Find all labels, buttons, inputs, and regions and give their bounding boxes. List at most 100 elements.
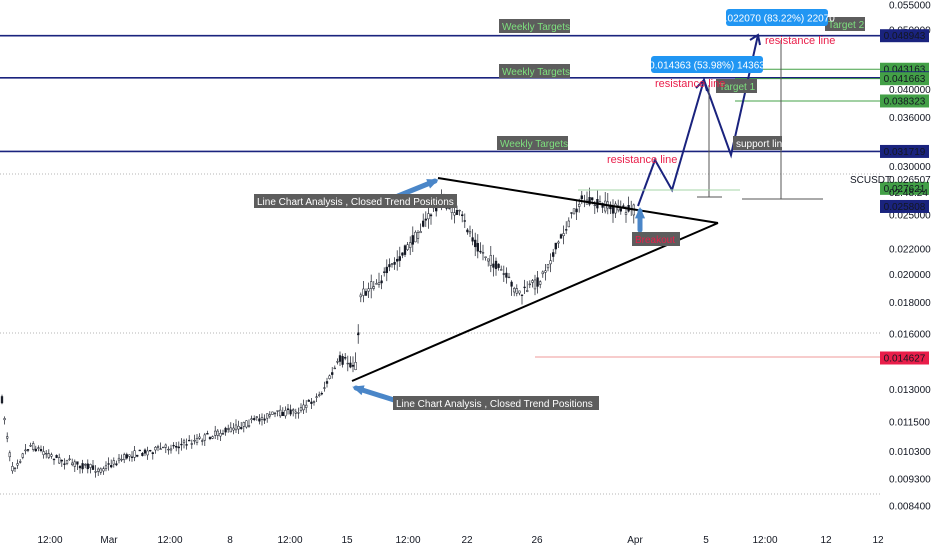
candle-body	[622, 205, 625, 207]
line-chart-analysis-2-box	[393, 396, 599, 410]
candle-body	[526, 290, 529, 292]
candle-body	[13, 467, 17, 470]
candle-body	[286, 408, 290, 410]
measure-box-1-text: 0.014363 (53.98%) 14363	[649, 61, 765, 72]
candle-body	[39, 449, 43, 451]
target-1-label: Target 1	[716, 79, 757, 93]
candle-body	[484, 256, 487, 258]
candle-body	[219, 432, 222, 437]
time-tick-label: 12:00	[395, 535, 420, 546]
candle-body	[375, 283, 378, 285]
candle-body	[619, 208, 622, 212]
candle-body	[110, 465, 113, 468]
price-axis[interactable]: 0.0550000.0500000.0400000.0360000.030000…	[850, 1, 931, 513]
trend-drawings	[0, 33, 880, 495]
candle-body	[281, 411, 284, 416]
candle-body	[572, 208, 576, 215]
weekly-targets-label-3-box	[497, 136, 568, 150]
candle-body	[409, 242, 412, 248]
weekly-targets-label-2-box	[499, 64, 570, 78]
candle-body	[344, 357, 347, 359]
candle-body	[310, 401, 313, 404]
candle-body	[567, 220, 570, 228]
resistance-line-label-1: resistance line	[655, 78, 725, 90]
weekly-targets-label-1-text: Weekly Targets	[502, 22, 570, 33]
candle-body	[331, 372, 334, 375]
symbol-label: SCUSDT	[850, 175, 891, 186]
candle-body	[234, 424, 238, 431]
time-axis[interactable]: 12:00 Mar 12:00 8 12:00 15 12:00 22 26 Apr 5 12:00 1…	[37, 535, 884, 546]
candle-body	[554, 242, 557, 250]
candle-body	[591, 197, 594, 201]
time-tick-label: 12	[872, 535, 884, 546]
time-tick-label: 12:00	[37, 535, 62, 546]
candle-body	[167, 448, 170, 451]
candle-body	[578, 203, 581, 207]
price-tick-label: 0.030000	[889, 162, 931, 173]
candle-body	[336, 361, 339, 363]
price-label-text: 0.043163	[884, 65, 926, 76]
price-tick-label: 0.040000	[889, 85, 931, 96]
candle-body	[37, 447, 40, 449]
price-label: 0.048943	[880, 29, 929, 43]
candle-body	[76, 461, 79, 465]
support-line-label-box	[733, 136, 782, 150]
candle-body	[338, 355, 342, 362]
candle-body	[624, 212, 628, 215]
candle-body	[26, 449, 30, 451]
candle-body	[544, 270, 547, 273]
measure-box-2-text: 0.022070 (83.22%) 22070	[719, 14, 835, 25]
breakout-label-box	[632, 232, 680, 246]
candle-body	[414, 231, 417, 243]
candle-body	[91, 465, 95, 470]
candle-body	[162, 446, 165, 449]
candle-body	[99, 468, 102, 473]
candle-body	[8, 452, 11, 458]
candle-body	[71, 462, 74, 465]
candle-body	[156, 446, 160, 448]
candle-body	[541, 271, 544, 275]
projection-path	[637, 34, 759, 207]
candle-body	[232, 427, 235, 431]
candle-body	[552, 252, 555, 257]
candle-body	[172, 444, 175, 447]
candle-body	[273, 412, 277, 415]
candle-body	[505, 272, 508, 278]
candle-body	[510, 281, 513, 287]
candle-body	[580, 195, 583, 200]
candle-body	[289, 409, 292, 415]
line-chart-analysis-1: Line Chart Analysis , Closed Trend Posit…	[254, 194, 457, 208]
candle-body	[279, 409, 282, 417]
candle-body	[136, 454, 139, 457]
callout-arrow-bottom-head	[352, 385, 365, 396]
candle-body	[193, 440, 196, 442]
candle-body	[302, 404, 305, 411]
candle-body	[227, 428, 230, 430]
candle-body	[11, 466, 14, 472]
candle-body	[284, 410, 287, 417]
time-tick-label: 12	[820, 535, 832, 546]
candle-body	[188, 439, 191, 442]
candle-body	[390, 263, 394, 265]
candle-body	[258, 418, 261, 422]
candle-body	[201, 440, 204, 442]
candle-body	[112, 460, 115, 465]
candle-body	[94, 471, 97, 473]
candle-body	[349, 362, 352, 368]
candle-body	[593, 204, 596, 207]
triangle-upper-line	[437, 177, 719, 224]
candle-body	[175, 445, 178, 448]
candle-body	[107, 463, 110, 465]
resistance-line-label-3: resistance line	[607, 154, 677, 166]
candle-body	[520, 294, 524, 296]
candle-body	[559, 234, 563, 239]
candle-body	[323, 387, 326, 389]
time-tick-label: 12:00	[157, 535, 182, 546]
callout-arrow-top-head	[426, 179, 439, 189]
candle-body	[474, 239, 477, 248]
candle-body	[211, 436, 214, 439]
weekly-targets-label-2-text: Weekly Targets	[502, 67, 570, 78]
candle-body	[305, 404, 308, 408]
candle-body	[3, 418, 6, 421]
